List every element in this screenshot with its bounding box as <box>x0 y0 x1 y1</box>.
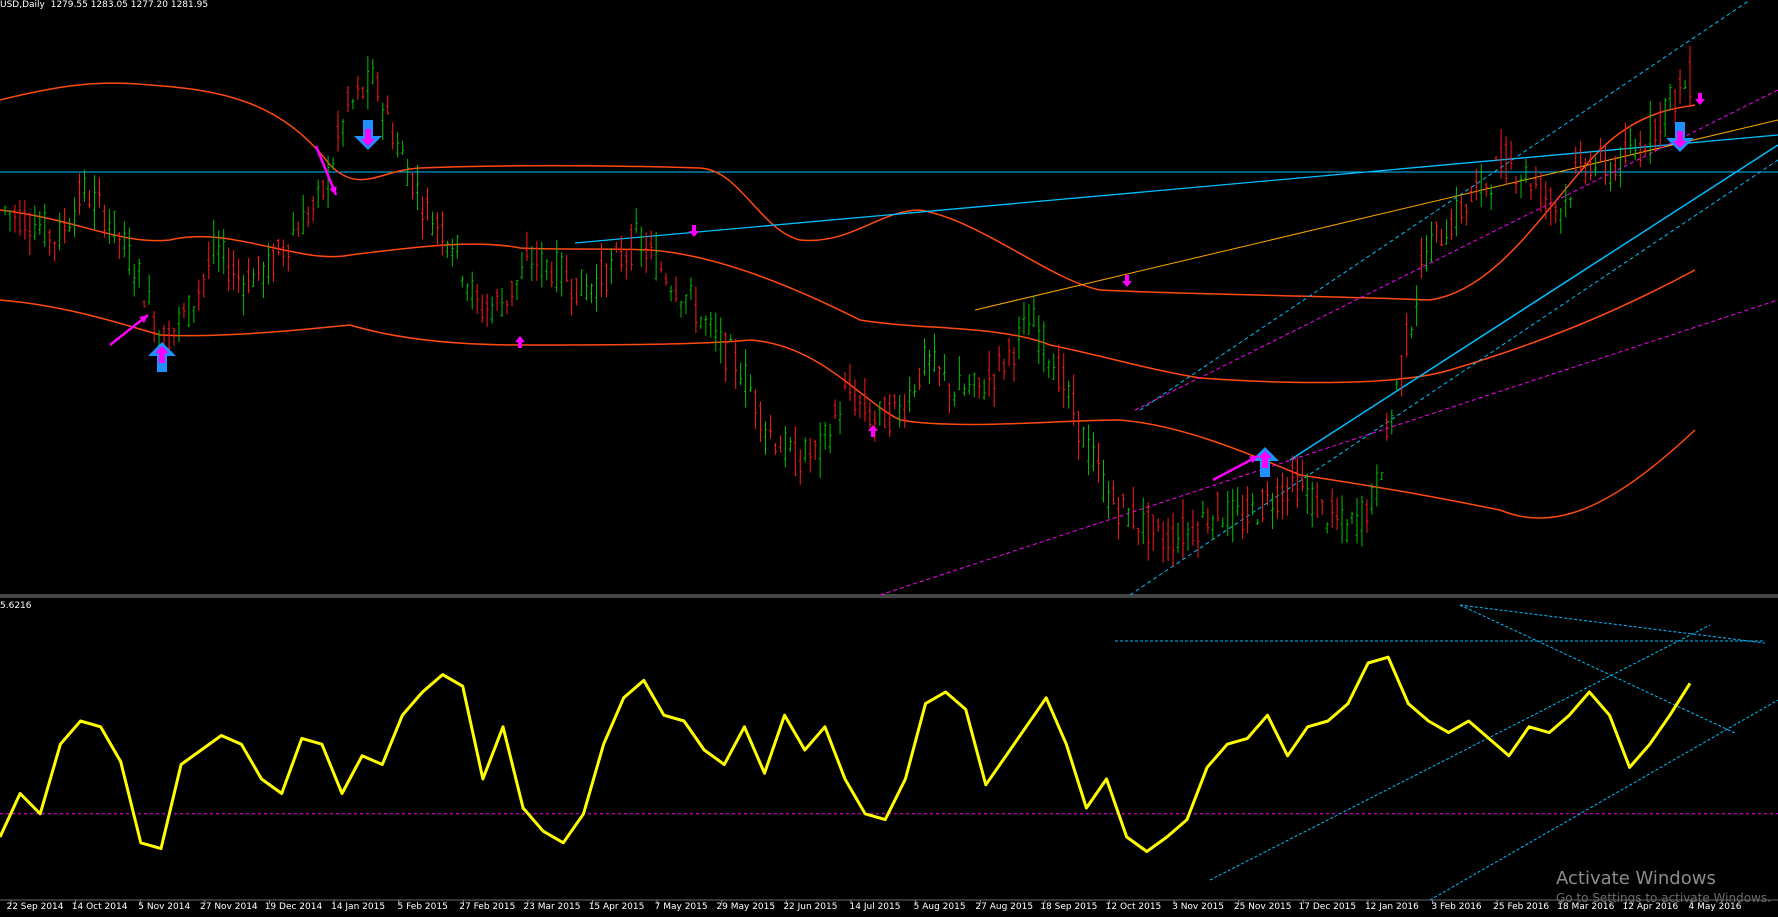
chart-ohlc: 1279.55 1283.05 1277.20 1281.95 <box>50 0 209 10</box>
time-axis-label: 15 Apr 2015 <box>589 902 645 912</box>
small-buy-arrow <box>515 336 525 348</box>
time-axis-label: 12 Apr 2016 <box>1623 902 1679 912</box>
bollinger-upper <box>0 82 1696 301</box>
oscillator-trendline <box>1459 604 1736 734</box>
time-axis-label: 25 Nov 2015 <box>1234 902 1292 912</box>
bollinger-lower <box>0 299 1696 519</box>
time-axis-label: 19 Dec 2014 <box>265 902 323 912</box>
time-axis-label: 3 Nov 2015 <box>1172 902 1224 912</box>
time-axis-label: 3 Feb 2016 <box>1431 902 1482 912</box>
time-axis-label: 22 Jun 2015 <box>783 902 837 912</box>
time-axis-label: 25 Feb 2016 <box>1493 902 1549 912</box>
blue-channel-upper <box>1139 0 1751 411</box>
time-axis-label: 27 Feb 2015 <box>459 902 515 912</box>
time-axis-label: 5 Feb 2015 <box>398 902 448 912</box>
bollinger-middle <box>0 209 1696 384</box>
time-axis-label: 27 Aug 2015 <box>975 902 1033 912</box>
sell-signal-arrow <box>1666 122 1694 152</box>
time-axis-label: 5 Aug 2015 <box>914 902 966 912</box>
time-axis-label: 14 Oct 2014 <box>72 902 128 912</box>
time-axis-label: 4 May 2016 <box>1689 902 1742 912</box>
time-axis-label: 18 Sep 2015 <box>1040 902 1097 912</box>
time-axis-label: 7 May 2015 <box>655 902 708 912</box>
annotation-pointer <box>314 145 338 196</box>
annotation-pointer-head <box>1249 456 1258 464</box>
magenta-channel-lower <box>879 299 1778 596</box>
small-sell-arrow <box>1122 275 1132 287</box>
time-axis-label: 17 Dec 2015 <box>1299 902 1357 912</box>
annotation-pointer <box>1212 454 1259 482</box>
time-axis-label: 23 Mar 2015 <box>523 902 580 912</box>
annotation-pointer-head <box>329 186 337 195</box>
time-axis-label: 14 Jan 2015 <box>331 902 385 912</box>
annotation-pointer-head <box>139 315 148 324</box>
oscillator-channel <box>1209 624 1711 881</box>
time-axis-label: 18 Mar 2016 <box>1557 902 1614 912</box>
time-axis-label: 22 Sep 2014 <box>6 902 63 912</box>
small-buy-arrow <box>868 425 878 437</box>
small-sell-arrow <box>689 225 699 237</box>
time-axis-label: 5 Nov 2014 <box>138 902 190 912</box>
time-axis-label: 12 Jan 2016 <box>1365 902 1419 912</box>
time-axis-label: 27 Nov 2014 <box>200 902 258 912</box>
buy-signal-arrow <box>1251 447 1279 477</box>
small-sell-arrow <box>1695 93 1705 105</box>
chart-symbol: USD,Daily <box>0 0 45 10</box>
time-axis-label: 29 May 2015 <box>716 902 775 912</box>
oscillator-value: 5.6216 <box>0 601 32 611</box>
resistance-trendline <box>574 134 1778 244</box>
sell-signal-arrow <box>354 120 382 150</box>
activate-windows-title: Activate Windows <box>1556 868 1716 889</box>
support-trendline <box>1289 144 1778 461</box>
activate-windows-subtitle: Go to Settings to activate Windows. <box>1556 891 1771 905</box>
buy-signal-arrow <box>148 342 176 372</box>
oscillator-channel <box>1429 699 1778 901</box>
time-axis-label: 14 Jul 2015 <box>850 902 901 912</box>
magenta-channel-upper <box>1134 89 1778 411</box>
blue-channel-lower <box>1129 159 1778 596</box>
orange-trendline <box>974 119 1778 311</box>
oscillator-trendline <box>1459 604 1766 644</box>
chart-header: USD,Daily 1279.55 1283.05 1277.20 1281.9… <box>0 0 208 10</box>
time-axis-label: 12 Oct 2015 <box>1106 902 1162 912</box>
oscillator-line <box>0 655 1692 853</box>
